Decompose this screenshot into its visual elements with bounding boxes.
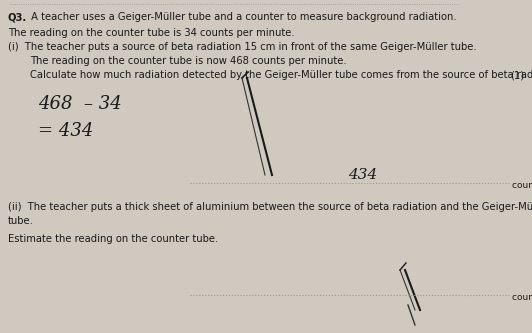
Text: = 434: = 434 <box>38 122 94 140</box>
Text: (ii)  The teacher puts a thick sheet of aluminium between the source of beta rad: (ii) The teacher puts a thick sheet of a… <box>8 202 532 212</box>
Text: The reading on the counter tube is now 468 counts per minute.: The reading on the counter tube is now 4… <box>30 56 347 66</box>
Text: counts pe: counts pe <box>512 293 532 302</box>
Text: Estimate the reading on the counter tube.: Estimate the reading on the counter tube… <box>8 234 218 244</box>
Text: The reading on the counter tube is 34 counts per minute.: The reading on the counter tube is 34 co… <box>8 28 295 38</box>
Text: counts per minute: counts per minute <box>512 181 532 190</box>
Text: 434: 434 <box>348 168 377 182</box>
Text: A teacher uses a Geiger-Müller tube and a counter to measure background radiatio: A teacher uses a Geiger-Müller tube and … <box>28 12 456 22</box>
Text: Q3.: Q3. <box>8 12 27 22</box>
Text: tube.: tube. <box>8 216 34 226</box>
Text: (1): (1) <box>510 70 524 80</box>
Text: (i)  The teacher puts a source of beta radiation 15 cm in front of the same Geig: (i) The teacher puts a source of beta ra… <box>8 42 477 52</box>
Text: Calculate how much radiation detected by the Geiger-Müller tube comes from the s: Calculate how much radiation detected by… <box>30 70 532 80</box>
Text: 468  – 34: 468 – 34 <box>38 95 122 113</box>
